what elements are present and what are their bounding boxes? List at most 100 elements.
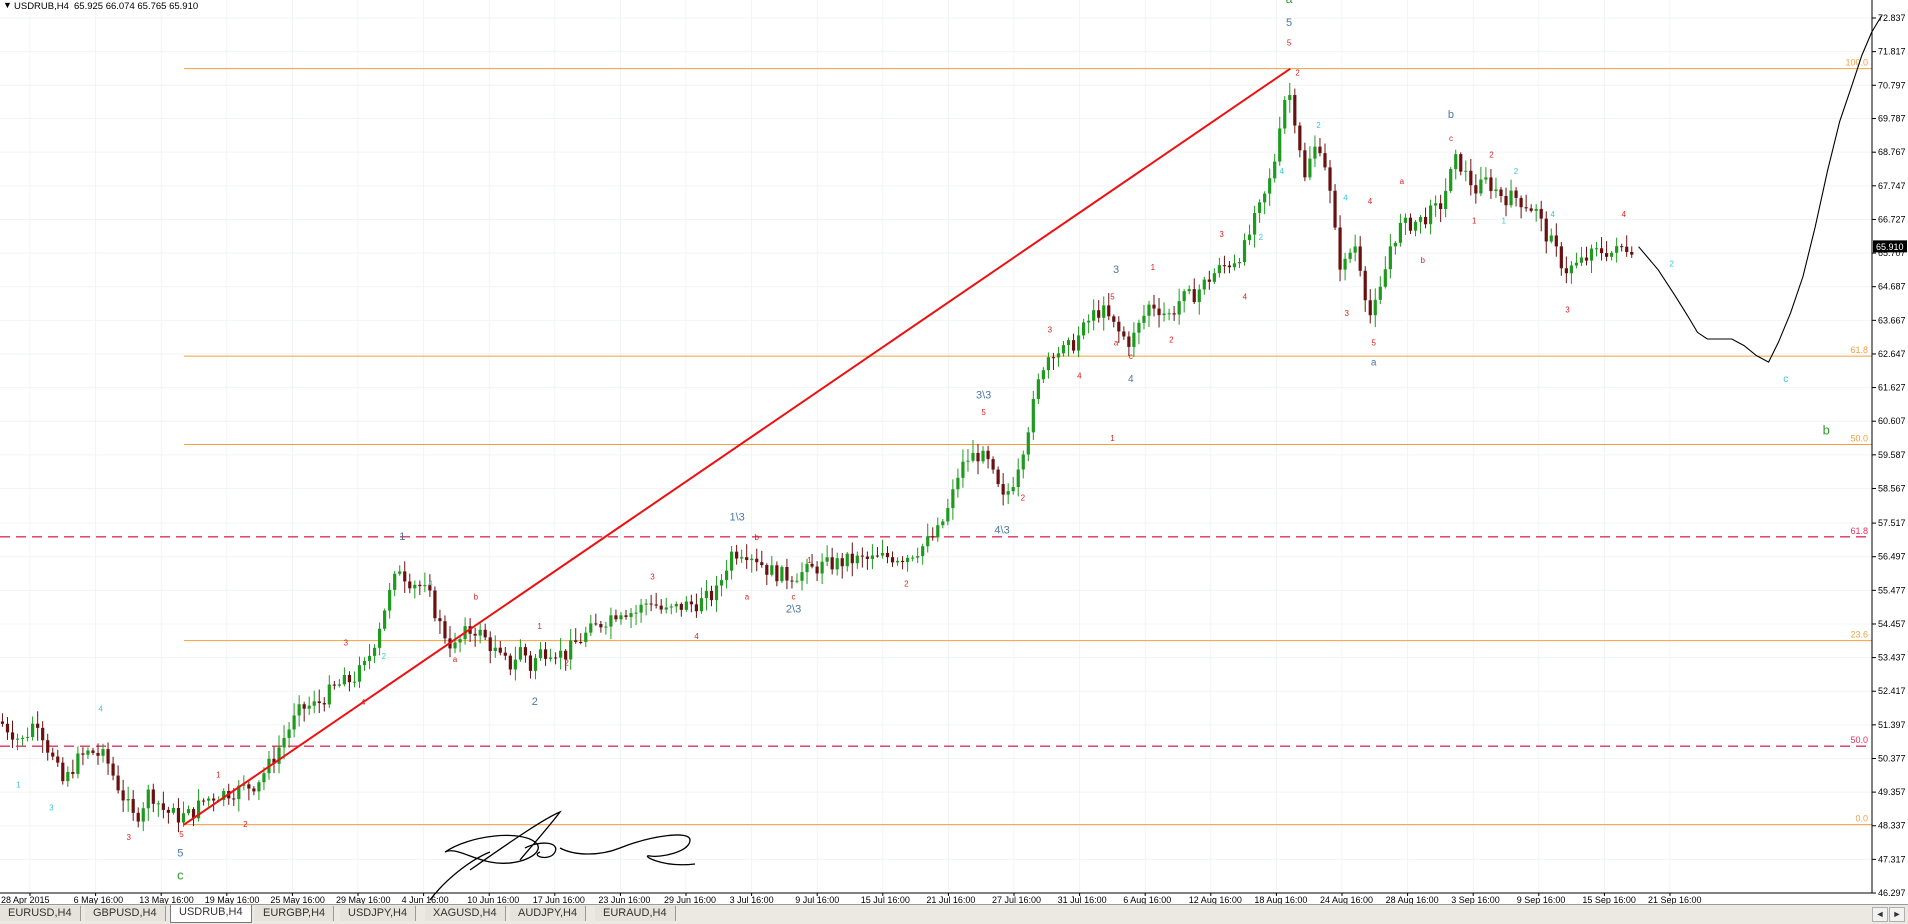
candle-body xyxy=(1283,99,1287,129)
candle-body xyxy=(1599,248,1604,254)
price-tick-label: 58.567 xyxy=(1878,483,1906,493)
time-tick-label: 13 May 16:00 xyxy=(139,895,194,904)
tab-audjpy-h4[interactable]: AUDJPY,H4 xyxy=(510,906,587,921)
candle-body xyxy=(1056,353,1061,358)
candle-body xyxy=(403,571,407,582)
candle-body xyxy=(875,555,880,557)
tab-xagusd-h4[interactable]: XAGUSD,H4 xyxy=(425,906,506,921)
candle-body xyxy=(528,655,533,671)
candles xyxy=(0,82,1634,833)
candle-body xyxy=(493,647,497,652)
candle-body xyxy=(709,590,714,601)
tab-usdjpy-h4[interactable]: USDJPY,H4 xyxy=(340,906,417,921)
candle-body xyxy=(936,525,940,538)
wave-label: 4 xyxy=(1622,210,1627,219)
candle-body xyxy=(1333,190,1337,228)
price-tick-label: 60.607 xyxy=(1878,416,1906,426)
candle-body xyxy=(136,812,140,822)
wave-label: 5 xyxy=(981,408,986,417)
candle-body xyxy=(684,601,688,610)
wave-label: b xyxy=(755,533,760,542)
current-price-box xyxy=(1873,240,1907,253)
tab-eurgbp-h4[interactable]: EURGBP,H4 xyxy=(255,906,335,921)
time-tick-label: 9 Sep 16:00 xyxy=(1517,895,1566,904)
price-chart[interactable]: 100.061.850.023.60.0 61.850.0 a55223445a… xyxy=(0,0,1908,904)
candle-body xyxy=(1288,95,1292,100)
candle-body xyxy=(483,629,487,638)
candle-body xyxy=(508,655,512,670)
candle-body xyxy=(679,603,683,610)
candle-body xyxy=(644,603,648,605)
fib-label: 100.0 xyxy=(1845,58,1868,68)
candle-body xyxy=(1584,257,1589,261)
wave-labels: a 5 5 2 2 3 4 4 5 a a b b c 2 1 1 2 4 3 4 2 c b 3 5 1 3 4 4 c a 2 1 3 4 3\3 5… xyxy=(16,0,1830,883)
candle-body xyxy=(775,565,779,582)
candle-body xyxy=(614,615,618,620)
candle-body xyxy=(760,562,764,566)
candle-body xyxy=(1177,301,1181,315)
candle-body xyxy=(1252,212,1257,235)
tab-prev-button[interactable]: ◄ xyxy=(1872,907,1888,922)
tab-gbpusd-h4[interactable]: GBPUSD,H4 xyxy=(85,906,166,921)
wave-label: a xyxy=(1114,339,1119,348)
candle-body xyxy=(1237,262,1242,264)
candle-body xyxy=(453,642,457,649)
candle-body xyxy=(911,557,915,559)
trend-line-group[interactable] xyxy=(183,67,1291,826)
candle-body xyxy=(1001,484,1005,495)
wave-label: b xyxy=(474,592,479,601)
candle-body xyxy=(121,790,125,801)
candle-body xyxy=(890,557,895,563)
candle-body xyxy=(1499,189,1503,197)
candle-body xyxy=(870,555,875,559)
wave-label: 1 xyxy=(1501,217,1506,226)
candle-body xyxy=(1434,203,1438,206)
candle-body xyxy=(730,551,734,571)
candle-body xyxy=(1574,262,1579,266)
wave-label: 5 xyxy=(1110,292,1115,301)
candle-body xyxy=(1564,268,1568,274)
candle-body xyxy=(207,798,211,801)
tab-usdrub-h4[interactable]: USDRUB,H4 xyxy=(170,905,252,923)
candle-body xyxy=(1569,265,1573,274)
candle-body xyxy=(1061,345,1066,354)
tab-next-button[interactable]: ► xyxy=(1889,907,1905,922)
candle-body xyxy=(1459,154,1463,172)
candle-body xyxy=(921,546,925,557)
wave-label: 4 xyxy=(1077,372,1082,381)
candle-body xyxy=(1092,310,1096,321)
candle-body xyxy=(237,785,241,800)
tab-eurusd-h4[interactable]: EURUSD,H4 xyxy=(0,906,81,921)
candle-body xyxy=(5,723,10,733)
candle-body xyxy=(1428,205,1433,225)
tab-euraud-h4[interactable]: EURAUD,H4 xyxy=(595,906,676,921)
candle-body xyxy=(312,701,316,706)
candle-body xyxy=(1348,252,1352,259)
candle-body xyxy=(46,740,50,753)
candle-body xyxy=(559,650,563,658)
candle-body xyxy=(518,647,523,660)
candle-body xyxy=(931,536,935,538)
candle-body xyxy=(1227,265,1232,268)
price-tick-label: 66.727 xyxy=(1878,214,1906,224)
wave-label: 3 xyxy=(49,803,54,812)
candle-body xyxy=(1051,357,1056,359)
header-arrow-icon[interactable]: ▼ xyxy=(3,0,12,10)
candle-body xyxy=(810,563,814,567)
price-tick-label: 67.747 xyxy=(1878,181,1906,191)
wave-label: 2 xyxy=(1169,335,1174,344)
candle-body xyxy=(1313,146,1317,159)
candle-body xyxy=(699,598,704,612)
candle-body xyxy=(1258,202,1262,213)
candle-body xyxy=(106,749,110,764)
time-axis: 28 Apr 2015 6 May 16:00 13 May 16:00 19 May… xyxy=(0,892,1872,904)
candle-body xyxy=(96,752,100,756)
candle-body xyxy=(146,789,150,809)
candle-body xyxy=(1268,178,1272,194)
candle-body xyxy=(1041,370,1045,380)
wave-label: 2 xyxy=(564,658,569,667)
candle-body xyxy=(1011,487,1015,492)
candle-body xyxy=(1474,185,1478,194)
candle-body xyxy=(1187,289,1191,292)
candle-body xyxy=(1444,190,1448,210)
